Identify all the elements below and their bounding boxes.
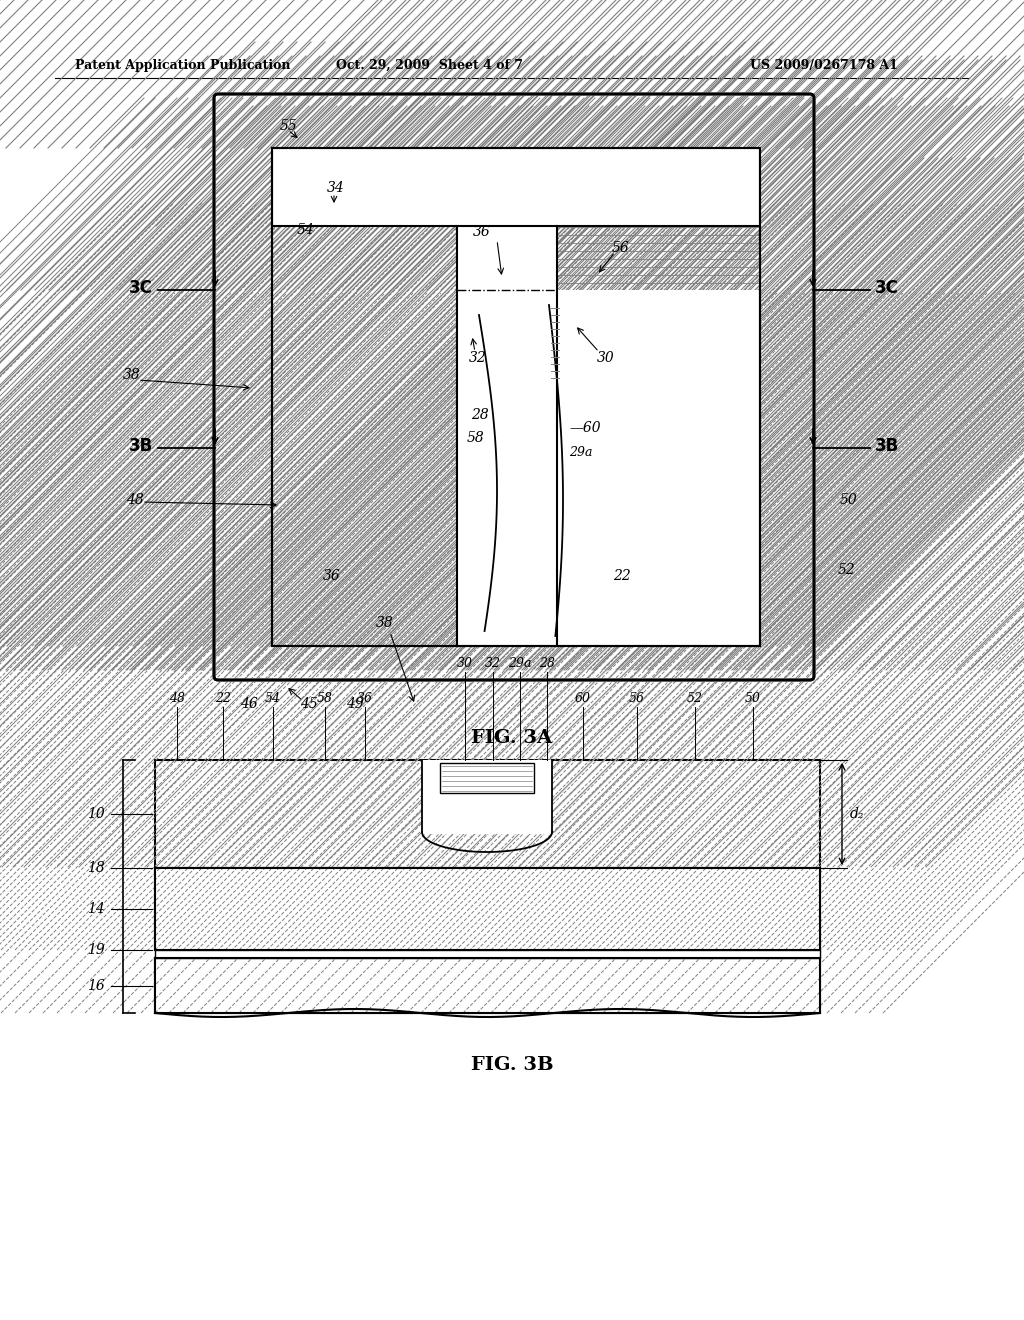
Text: 36: 36 xyxy=(357,692,373,705)
Text: 36: 36 xyxy=(473,224,490,239)
Bar xyxy=(273,226,457,290)
Text: 32: 32 xyxy=(485,657,501,671)
Text: Oct. 29, 2009  Sheet 4 of 7: Oct. 29, 2009 Sheet 4 of 7 xyxy=(337,58,523,71)
Text: 29a: 29a xyxy=(508,657,531,671)
Bar xyxy=(506,148,760,226)
Bar xyxy=(272,148,760,645)
Bar xyxy=(272,148,760,226)
Text: 46: 46 xyxy=(240,697,258,711)
Bar xyxy=(224,104,272,671)
Text: 36: 36 xyxy=(324,569,341,583)
Text: 3C: 3C xyxy=(874,279,899,297)
Text: 14: 14 xyxy=(87,902,105,916)
Bar xyxy=(272,645,760,671)
Bar xyxy=(156,869,819,949)
Text: 29a: 29a xyxy=(569,446,593,458)
Text: 56: 56 xyxy=(629,692,645,705)
Text: 58: 58 xyxy=(467,432,484,445)
Bar xyxy=(155,950,820,958)
Text: 60: 60 xyxy=(575,692,591,705)
Bar xyxy=(273,290,457,645)
Bar xyxy=(272,148,760,645)
Bar xyxy=(155,869,820,950)
Text: US 2009/0267178 A1: US 2009/0267178 A1 xyxy=(750,58,898,71)
Bar xyxy=(155,760,820,869)
Bar xyxy=(457,226,557,645)
Text: FIG. 3B: FIG. 3B xyxy=(471,1056,553,1074)
Text: 28: 28 xyxy=(539,657,555,671)
Bar xyxy=(558,226,760,290)
Text: 52: 52 xyxy=(838,564,856,577)
Text: —60: —60 xyxy=(569,421,601,436)
Text: 34: 34 xyxy=(327,181,345,195)
Bar xyxy=(155,958,820,1012)
Text: 19: 19 xyxy=(87,942,105,957)
Text: 22: 22 xyxy=(613,569,631,583)
Text: 3B: 3B xyxy=(129,437,153,455)
Text: 10: 10 xyxy=(87,807,105,821)
Bar xyxy=(760,104,804,671)
Bar xyxy=(272,148,760,645)
Text: 30: 30 xyxy=(457,657,473,671)
Text: 50: 50 xyxy=(840,492,858,507)
Text: 54: 54 xyxy=(297,223,314,238)
Text: 50: 50 xyxy=(745,692,761,705)
Bar xyxy=(155,958,820,1012)
Text: 48: 48 xyxy=(126,492,143,507)
Bar xyxy=(156,960,819,1012)
Bar xyxy=(224,104,272,671)
FancyBboxPatch shape xyxy=(214,94,814,680)
Text: Patent Application Publication: Patent Application Publication xyxy=(75,58,291,71)
Text: 30: 30 xyxy=(597,351,614,366)
Text: 54: 54 xyxy=(265,692,281,705)
Text: 22: 22 xyxy=(215,692,231,705)
Bar xyxy=(422,760,552,834)
Text: 48: 48 xyxy=(169,692,185,705)
Bar xyxy=(272,104,760,148)
Text: 3C: 3C xyxy=(129,279,153,297)
Bar xyxy=(440,763,534,793)
Text: 45: 45 xyxy=(300,697,317,711)
Text: 56: 56 xyxy=(612,242,630,255)
Text: 52: 52 xyxy=(687,692,703,705)
Bar xyxy=(156,762,819,867)
Text: 38: 38 xyxy=(376,616,394,630)
Text: 38: 38 xyxy=(123,368,140,381)
Text: 55: 55 xyxy=(280,119,298,133)
Bar xyxy=(155,869,820,950)
Text: 49: 49 xyxy=(346,697,364,711)
Text: 16: 16 xyxy=(87,978,105,993)
Text: 3B: 3B xyxy=(874,437,899,455)
Text: 18: 18 xyxy=(87,861,105,875)
Text: 58: 58 xyxy=(317,692,333,705)
Bar xyxy=(558,290,760,645)
Text: 28: 28 xyxy=(471,408,488,422)
Bar xyxy=(423,762,551,832)
Text: d₂: d₂ xyxy=(850,807,864,821)
Text: FIG. 3A: FIG. 3A xyxy=(471,729,553,747)
Text: 32: 32 xyxy=(469,351,486,366)
